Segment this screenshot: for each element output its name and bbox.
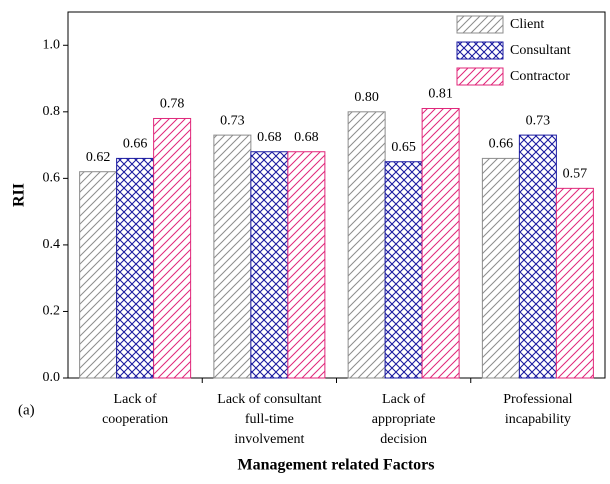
value-label: 0.68	[257, 130, 282, 145]
value-label: 0.62	[86, 150, 111, 165]
x-tick-label: decision	[380, 432, 427, 447]
bar	[116, 157, 155, 379]
x-tick-label: Lack of consultant	[217, 392, 321, 407]
value-label: 0.81	[428, 87, 453, 102]
x-tick-label: Professional	[503, 392, 572, 407]
x-tick-label: cooperation	[102, 412, 168, 427]
x-tick-label: Lack of	[114, 392, 157, 407]
value-label: 0.66	[489, 137, 514, 152]
x-tick-label: appropriate	[372, 412, 436, 427]
x-tick-label: Lack of	[382, 392, 425, 407]
y-tick-label: 0.4	[43, 237, 61, 252]
legend-label: Consultant	[510, 43, 571, 58]
bar	[518, 134, 557, 379]
legend-label: Client	[510, 17, 544, 32]
bar	[384, 161, 423, 379]
value-label: 0.65	[391, 140, 416, 155]
bar	[250, 151, 289, 379]
legend-label: Contractor	[510, 69, 570, 84]
bar	[287, 151, 326, 379]
bar	[421, 107, 460, 379]
y-tick-label: 0.6	[43, 171, 61, 186]
value-label: 0.66	[123, 137, 148, 152]
y-tick-label: 1.0	[43, 37, 61, 52]
value-label: 0.78	[160, 97, 185, 112]
bar	[79, 171, 118, 379]
y-tick-label: 0.2	[43, 304, 61, 319]
bar	[347, 111, 386, 379]
bar	[213, 134, 252, 379]
value-label: 0.80	[354, 90, 379, 105]
legend-swatch	[456, 41, 504, 60]
bar	[481, 157, 520, 379]
y-tick-label: 0.0	[43, 370, 61, 385]
value-label: 0.57	[563, 167, 588, 182]
x-tick-label: incapability	[505, 412, 571, 427]
value-label: 0.73	[220, 113, 245, 128]
y-tick-label: 0.8	[43, 104, 61, 119]
annotation: (a)	[18, 402, 35, 418]
legend-swatch	[456, 67, 504, 86]
value-label: 0.73	[526, 113, 551, 128]
x-axis-label: Management related Factors	[238, 457, 435, 474]
x-tick-label: involvement	[234, 432, 304, 447]
value-label: 0.68	[294, 130, 319, 145]
y-axis-label: RII	[11, 183, 28, 207]
bar	[555, 187, 594, 379]
x-tick-label: full-time	[245, 412, 294, 427]
bar	[153, 117, 192, 379]
legend-swatch	[456, 15, 504, 34]
